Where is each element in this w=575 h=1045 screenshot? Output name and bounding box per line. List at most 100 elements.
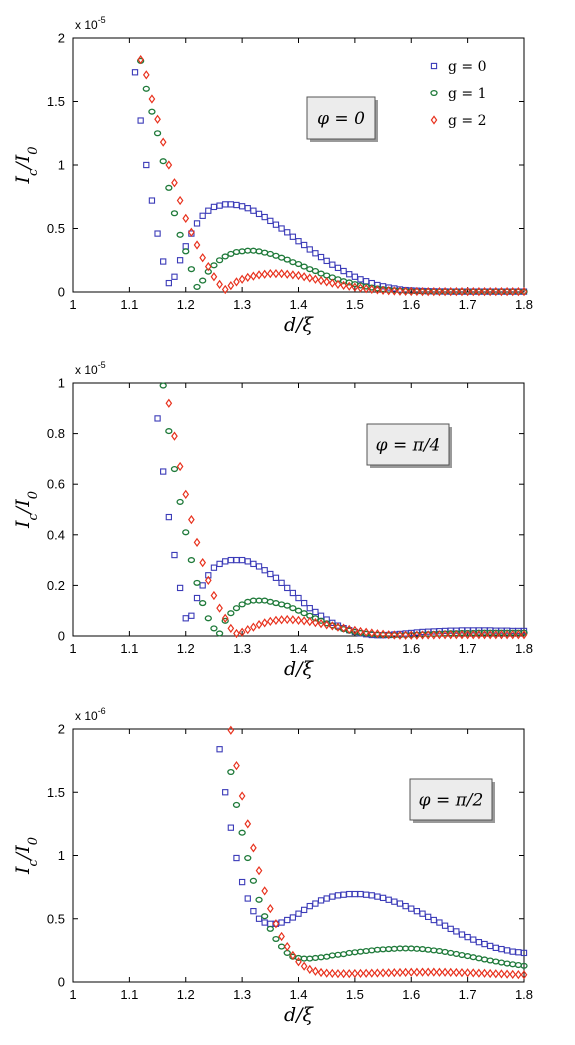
y-tick-label: 0.4: [47, 527, 65, 542]
x-tick-label: 1.7: [459, 987, 477, 1002]
data-point: [334, 264, 342, 272]
data-point: [396, 630, 404, 640]
data-point: [227, 281, 235, 291]
data-point: [453, 967, 460, 978]
data-point: [453, 630, 460, 640]
data-point: [486, 286, 494, 297]
y-tick-label: 0: [58, 975, 65, 990]
data-point: [221, 613, 229, 623]
data-point: [244, 625, 252, 635]
data-point: [170, 210, 179, 217]
data-point: [171, 178, 178, 188]
data-point: [368, 628, 376, 638]
data-point: [159, 382, 167, 389]
data-point: [469, 630, 477, 640]
data-point: [323, 277, 331, 287]
series-g-2: [137, 54, 528, 297]
data-point: [300, 610, 308, 617]
data-point: [289, 605, 297, 612]
data-point: [233, 628, 240, 639]
data-point: [306, 605, 313, 612]
data-point: [334, 279, 342, 290]
data-point: [205, 207, 212, 214]
series-g-2: [227, 725, 528, 980]
data-point: [266, 616, 274, 626]
data-point: [436, 630, 443, 640]
data-point: [233, 854, 240, 862]
data-point: [176, 257, 184, 264]
data-point: [221, 617, 229, 624]
annotation-box: [409, 778, 493, 821]
data-point: [424, 967, 432, 977]
data-point: [233, 277, 240, 287]
data-point: [143, 161, 150, 169]
data-point: [266, 904, 274, 914]
data-point: [289, 270, 297, 280]
y-tick-label: 1.5: [47, 785, 65, 800]
data-point: [160, 468, 167, 475]
data-point: [374, 968, 381, 978]
data-point: [396, 967, 404, 978]
data-point: [419, 286, 426, 297]
data-point: [430, 286, 438, 297]
data-point: [272, 221, 280, 228]
data-point: [300, 906, 308, 914]
data-point: [142, 85, 150, 92]
data-point: [199, 582, 206, 589]
y-tick-label: 0.5: [47, 221, 65, 236]
data-point: [295, 594, 302, 602]
data-point: [464, 968, 471, 978]
data-point: [171, 551, 178, 559]
data-point: [210, 564, 218, 571]
data-point: [289, 615, 297, 625]
data-point: [306, 964, 314, 974]
data-point: [357, 968, 364, 979]
data-point: [278, 268, 285, 279]
y-tick-label: 0.6: [47, 477, 65, 492]
data-point: [295, 957, 302, 967]
axis-exponent: x 10-5: [75, 15, 106, 32]
data-point: [238, 791, 246, 801]
chart-panel-bottom: 1 1.1 1.2 1.3 1.4 1.5 1.6 1.7 1.8 0 0.5 1 1.5 2 x 10-6…: [12, 706, 533, 1026]
x-tick-label: 1.1: [120, 297, 138, 312]
data-point: [368, 968, 376, 978]
data-point: [312, 966, 319, 976]
data-point: [159, 158, 167, 165]
data-point: [312, 617, 319, 628]
annotation-box: [306, 96, 376, 140]
x-axis-label: d/ξ: [284, 658, 315, 680]
data-point: [278, 615, 285, 625]
data-point: [498, 286, 505, 297]
data-point: [193, 537, 201, 548]
data-point: [425, 913, 432, 921]
data-point: [334, 969, 342, 979]
data-point: [312, 274, 319, 284]
data-point: [486, 968, 494, 979]
x-tick-label: 1.7: [459, 297, 477, 312]
data-point: [227, 623, 235, 634]
data-point: [188, 612, 195, 619]
legend-marker: [430, 115, 438, 125]
data-point: [312, 900, 319, 907]
y-tick-label: 1: [58, 376, 65, 391]
data-point: [447, 967, 455, 978]
y-tick-label: 1.5: [47, 94, 65, 109]
data-point: [204, 615, 212, 622]
data-point: [340, 623, 347, 633]
data-point: [204, 575, 212, 585]
axis-exponent: x 10-6: [75, 706, 106, 723]
data-point: [142, 70, 150, 80]
data-point: [300, 241, 308, 249]
data-point: [249, 877, 258, 884]
data-point: [323, 257, 330, 265]
data-point: [238, 627, 246, 637]
x-tick-label: 1.6: [402, 987, 420, 1002]
data-point: [165, 513, 172, 521]
x-tick-label: 1.8: [515, 641, 533, 656]
data-point: [199, 558, 207, 568]
data-point: [340, 969, 347, 979]
data-point: [227, 725, 235, 735]
data-point: [515, 630, 522, 640]
data-point: [340, 267, 347, 275]
